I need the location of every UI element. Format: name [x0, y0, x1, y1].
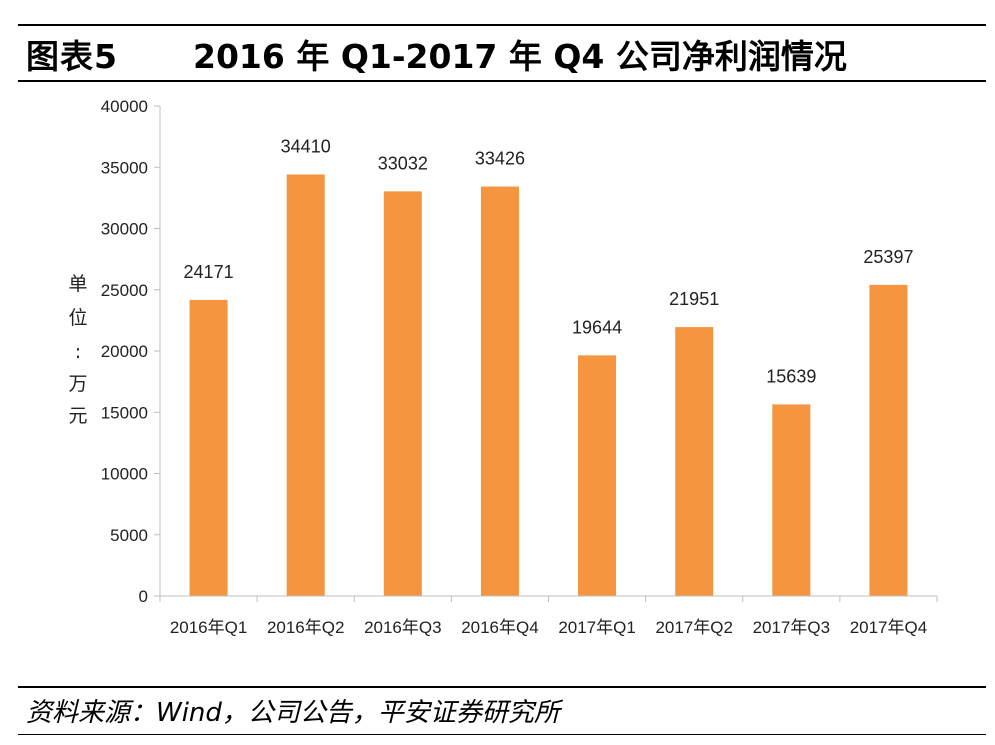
- y-tick-label: 25000: [101, 281, 148, 300]
- figure-label: 图表5: [26, 37, 118, 76]
- x-tick-label: 2017年Q2: [655, 618, 733, 637]
- x-tick-label: 2016年Q3: [364, 618, 442, 637]
- y-axis-label-char: 元: [68, 405, 87, 427]
- source-bottom-rule: [18, 734, 986, 735]
- x-tick-label: 2017年Q4: [850, 618, 928, 637]
- y-axis-label-char: 位: [68, 307, 87, 329]
- y-axis-label: 单位: 万元: [68, 273, 87, 427]
- y-tick-label: 15000: [101, 403, 148, 422]
- source-note: 资料来源：Wind，公司公告，平安证券研究所: [26, 698, 560, 728]
- y-tick-label: 10000: [101, 465, 148, 484]
- bar: [480, 186, 519, 596]
- y-tick-label: 5000: [110, 526, 148, 545]
- data-labels: 24171 34410 33032 33426 19644 21951 15639 25397: [184, 136, 914, 386]
- x-tick-label: 2016年Q1: [170, 618, 248, 637]
- data-label: 33426: [475, 149, 525, 169]
- bar: [675, 327, 714, 596]
- data-label: 24171: [184, 262, 234, 282]
- y-tick-label: 0: [139, 587, 148, 606]
- y-axis-ticks: 0 5000 10000 15000 20000 25000 30000 35000 40000: [101, 97, 160, 606]
- y-axis-label-char: 单: [68, 273, 87, 295]
- y-tick-label: 20000: [101, 342, 148, 361]
- bar: [383, 191, 422, 596]
- data-label: 21951: [669, 289, 719, 309]
- x-tick-label: 2017年Q3: [753, 618, 831, 637]
- bar: [189, 299, 228, 596]
- data-label: 34410: [281, 136, 331, 156]
- y-tick-label: 35000: [101, 158, 148, 177]
- data-label: 19644: [572, 317, 622, 337]
- bar: [286, 174, 325, 597]
- x-tick-label: 2016年Q4: [461, 618, 539, 637]
- data-label: 15639: [766, 366, 816, 386]
- top-rule: [18, 24, 986, 26]
- axes: [159, 106, 937, 597]
- y-tick-label: 30000: [101, 220, 148, 239]
- x-tick-label: 2016年Q2: [267, 618, 345, 637]
- x-axis-ticks: 2016年Q1 2016年Q2 2016年Q3 2016年Q4 2017年Q1 2017年…: [159, 596, 938, 637]
- y-tick-label: 40000: [101, 97, 148, 116]
- source-top-rule: [18, 686, 986, 688]
- figure-title: 2016 年 Q1-2017 年 Q4 公司净利润情况: [193, 37, 847, 76]
- title-rule: [18, 80, 986, 82]
- y-axis-label-char: 万: [68, 373, 87, 395]
- bar: [869, 284, 908, 596]
- data-label: 33032: [378, 153, 428, 173]
- x-tick-label: 2017年Q1: [558, 618, 636, 637]
- bar: [578, 355, 617, 596]
- net-profit-bar-chart: 单位: 万元 0 5000 10000 15000 20000 25000 30000 3500…: [68, 97, 938, 637]
- bar-series: [189, 174, 908, 597]
- data-label: 25397: [863, 247, 913, 267]
- bar: [772, 404, 811, 596]
- y-axis-label-char: :: [75, 341, 81, 363]
